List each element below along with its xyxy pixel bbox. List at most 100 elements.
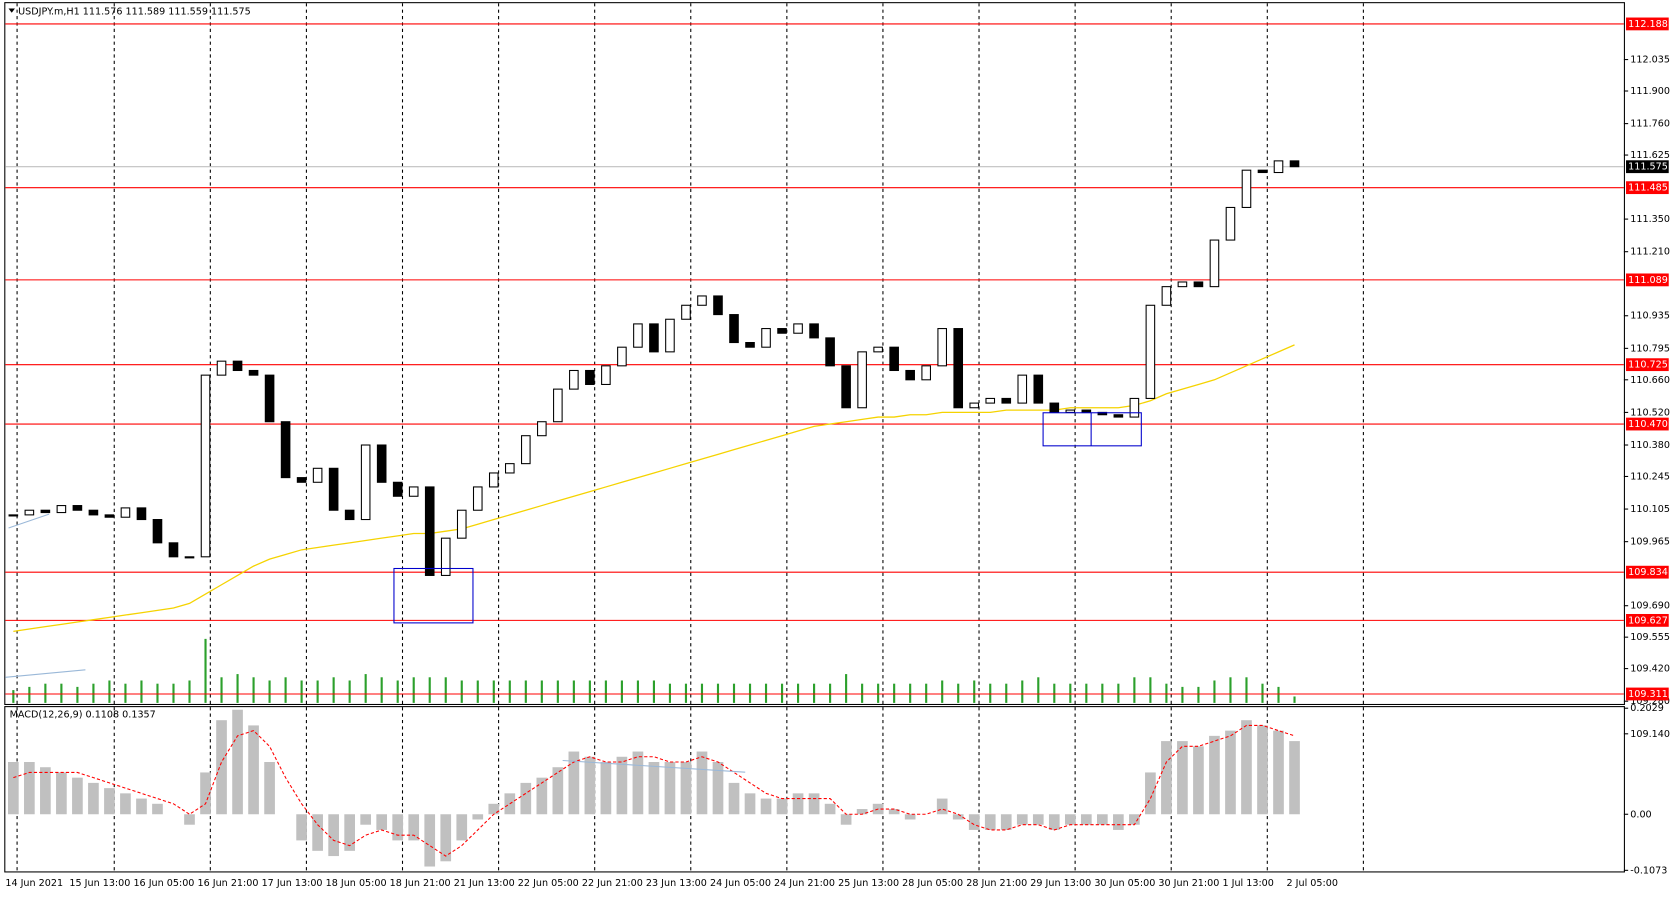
x-tick-label: 28 Jun 05:00: [902, 878, 963, 889]
macd-bar: [1289, 741, 1300, 815]
macd-bar: [744, 793, 756, 815]
candle: [745, 342, 755, 348]
macd-bar: [904, 814, 916, 820]
macd-bar: [344, 814, 355, 851]
macd-bar: [1064, 814, 1076, 825]
candle: [104, 514, 115, 518]
macd-bar: [1177, 741, 1188, 815]
candle: [392, 481, 403, 497]
macd-bar: [968, 814, 980, 830]
candle: [376, 444, 387, 483]
macd-bar: [632, 751, 644, 815]
candle: [1193, 281, 1204, 288]
candle: [8, 514, 19, 517]
candle: [665, 318, 675, 353]
candle: [24, 509, 35, 516]
candle: [921, 365, 931, 381]
macd-bar: [232, 709, 243, 815]
candle: [168, 542, 179, 558]
x-tick-label: 25 Jun 13:00: [838, 878, 899, 889]
macd-bar: [568, 751, 580, 815]
chart-title: USDJPY.m,H1 111.576 111.589 111.559 111.…: [18, 7, 251, 18]
candle: [184, 556, 195, 559]
candle: [601, 365, 611, 385]
macd-panel: [4, 706, 1625, 873]
macd-bar: [8, 761, 19, 815]
macd-bar: [1145, 772, 1156, 815]
macd-tick-label: 0.2029: [1630, 703, 1664, 714]
x-tick-label: 18 Jun 05:00: [326, 878, 387, 889]
candle: [408, 486, 419, 497]
macd-bar: [1209, 735, 1220, 815]
candle: [793, 323, 803, 334]
candle: [488, 472, 499, 488]
macd-bar: [456, 814, 468, 841]
macd-bar: [888, 809, 900, 815]
menu-arrow: [8, 8, 15, 13]
y-tick-label: 109.965: [1630, 537, 1670, 548]
y-tick-label: 111.900: [1630, 86, 1670, 97]
macd-bar: [536, 777, 548, 815]
candle: [264, 374, 275, 423]
candle: [440, 537, 451, 576]
level-label: 111.485: [1628, 183, 1668, 194]
candle: [1145, 304, 1156, 399]
y-tick-label: 109.555: [1630, 632, 1670, 643]
candle: [841, 365, 851, 409]
macd-bar: [760, 798, 772, 815]
macd-bar: [408, 814, 420, 841]
macd-bar: [40, 767, 51, 815]
moving-average: [13, 344, 1295, 632]
x-tick-label: 14 Jun 2021: [5, 878, 63, 889]
current-price-tag: [1626, 160, 1669, 174]
macd-bar: [1257, 725, 1268, 815]
macd-bar: [1097, 814, 1108, 825]
level-label: 109.311: [1628, 689, 1668, 700]
candle: [1001, 397, 1012, 404]
macd-bar: [104, 788, 115, 815]
macd-bar: [1000, 814, 1012, 830]
candle: [1049, 402, 1060, 413]
price-panel: [4, 2, 1625, 706]
x-tick-label: 24 Jun 21:00: [774, 878, 835, 889]
macd-bar: [216, 720, 227, 815]
y-tick-label: 112.035: [1630, 55, 1670, 66]
candle: [825, 337, 835, 367]
annotations: [393, 412, 1142, 624]
macd-bar: [616, 756, 628, 815]
macd-bar: [552, 767, 564, 815]
trend-lines: [5, 513, 746, 773]
candle: [328, 467, 339, 511]
candle: [521, 435, 531, 465]
candle: [472, 486, 483, 511]
macd-bar: [120, 793, 131, 815]
macd-bar: [56, 772, 67, 815]
macd-bar: [1113, 814, 1124, 830]
candle: [889, 346, 899, 372]
macd-bar: [72, 777, 83, 815]
macd-tick-label: -0.1073: [1630, 865, 1667, 876]
candle: [1241, 169, 1252, 208]
candle: [953, 328, 964, 409]
x-tick-label: 28 Jun 21:00: [966, 878, 1027, 889]
y-tick-label: 110.380: [1630, 440, 1670, 451]
candle: [40, 509, 51, 514]
macd-title: MACD(12,26,9) 0.1108 0.1357: [10, 710, 156, 721]
macd-bar: [88, 782, 99, 815]
candle: [1129, 397, 1140, 418]
macd-bar: [1273, 730, 1284, 815]
macd-bar: [1048, 814, 1060, 830]
x-tick-label: 30 Jun 21:00: [1158, 878, 1219, 889]
macd-bar: [200, 772, 211, 815]
macd-bar: [264, 761, 275, 815]
candle: [456, 509, 467, 539]
candle: [1289, 160, 1300, 168]
data-layer: 112.035 111.900 111.760 111.625 111.350 111.2…: [5, 17, 1670, 889]
macd-bar: [824, 803, 836, 815]
candle: [697, 295, 707, 306]
macd-bar: [584, 756, 596, 815]
y-tick-label: 111.350: [1630, 214, 1670, 225]
macd-bar: [1193, 746, 1204, 815]
candle: [88, 509, 99, 516]
